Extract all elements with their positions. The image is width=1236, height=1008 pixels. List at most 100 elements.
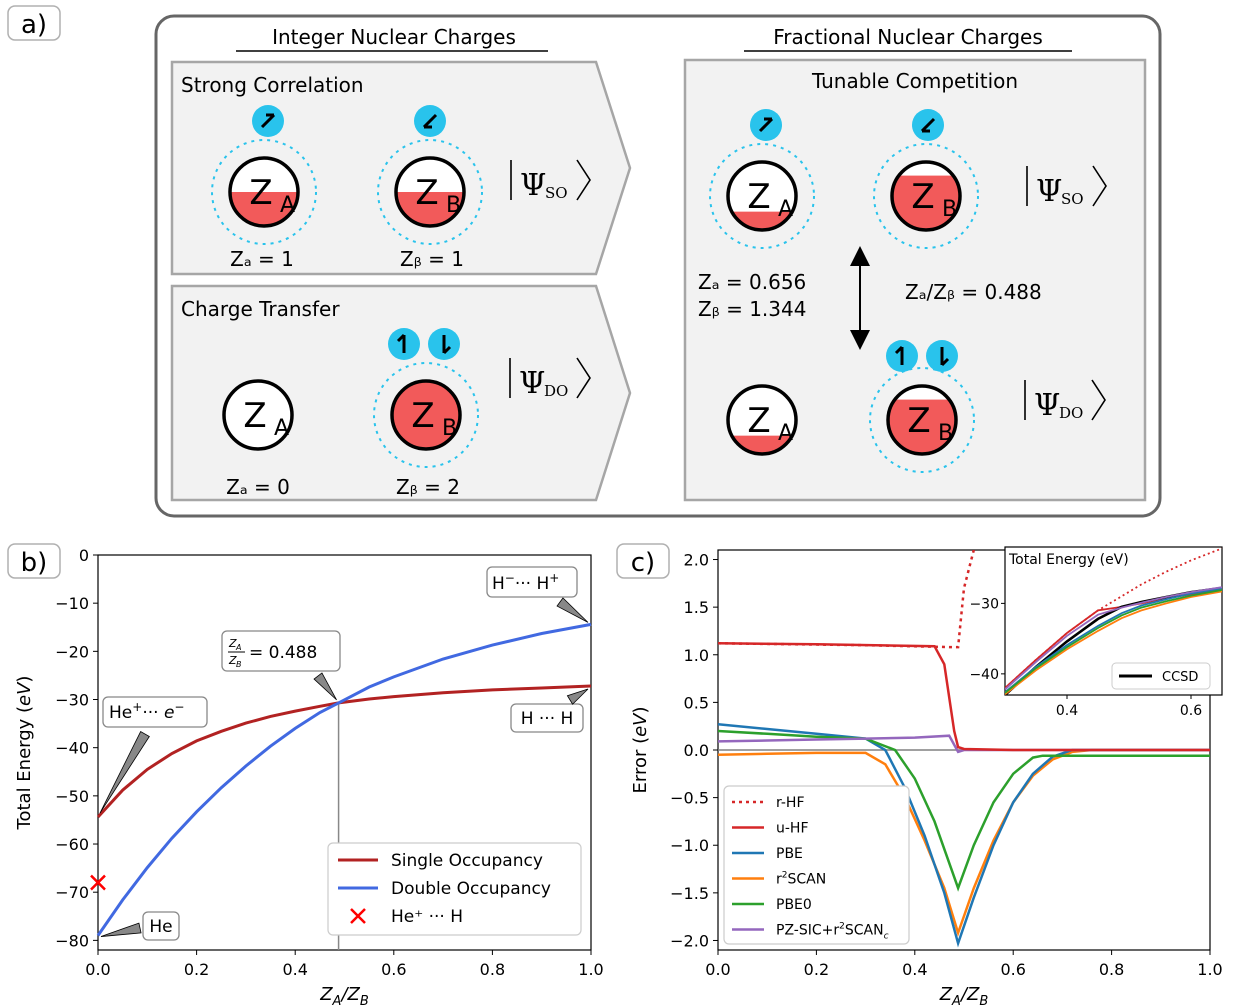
orbital-ring — [709, 143, 815, 249]
series-single-occupancy — [96, 684, 592, 819]
nucleus-label: Z — [911, 177, 934, 217]
svg-text:DO: DO — [1059, 404, 1083, 422]
y-tick-label: −40 — [55, 739, 89, 758]
legend-label: Single Occupancy — [391, 851, 543, 871]
svg-text:Ψ: Ψ — [519, 366, 545, 401]
spin-down-icon — [422, 113, 438, 129]
y-tick-label: −1.0 — [670, 836, 709, 855]
x-tick-label: 0.6 — [381, 960, 406, 979]
inset-x-tick-label: 0.6 — [1180, 703, 1202, 719]
inset-legend-label: CCSD — [1162, 670, 1198, 685]
nucleus-label: Z — [243, 396, 266, 436]
nucleus-label: Z — [747, 177, 770, 217]
y-tick-label: −2.0 — [670, 931, 709, 950]
y-tick-label: −1.5 — [670, 884, 709, 903]
x-tick-label: 0.0 — [85, 960, 110, 979]
svg-text:DO: DO — [544, 382, 568, 400]
chart-c-inset: Total Energy (eV) 0.4 0.6 −30 −40 CCSD — [969, 546, 1223, 719]
x-tick-label: 0.8 — [480, 960, 505, 979]
panel-a: a) Integer Nuclear Charges Fractional Nu… — [7, 5, 1162, 518]
annotation-ratio: Z AZ B= 0.488 — [228, 637, 317, 669]
orbital-ring — [211, 139, 317, 245]
nucleus-label: Z — [907, 401, 930, 441]
y-tick-label: 1.0 — [684, 646, 709, 665]
nucleus-outline — [886, 384, 958, 456]
inset-legend-frame — [1111, 662, 1211, 690]
annotation-arrow — [100, 922, 142, 937]
nucleus-label: Z — [747, 401, 770, 441]
y-axis-label: Total Energy (eV) — [14, 676, 35, 831]
y-tick-label: −10 — [55, 594, 89, 613]
nucleus-label: Z — [249, 173, 272, 213]
frac-za-label: Zₐ = 0.656 — [698, 270, 806, 294]
chart-c: 0.0 0.2 0.4 0.6 0.8 1.0 2.0 1.5 1.0 0.5 0.0 −0.5 −1.… — [630, 546, 1223, 1008]
chart-b: 0.0 0.2 0.4 0.6 0.8 1.0 0 −10 −20 −30 −40 −50 −60 −70… — [14, 546, 604, 1008]
chart-c-series — [718, 550, 1210, 948]
x-tick-label: 0.2 — [804, 960, 829, 979]
nuclear-charge-fill — [392, 381, 460, 449]
legend-label: r-HF — [776, 795, 805, 811]
nucleus-outline — [726, 160, 798, 232]
legend-frame — [723, 785, 910, 945]
chart-c-legend: r-HF u-HF PBE r2SCAN PBE0 PZ-SIC+r2SCANc — [723, 785, 910, 945]
legend-frame — [327, 842, 582, 936]
panel-c-label-box — [616, 543, 670, 579]
annotation-box — [486, 566, 578, 598]
nucleus-outline — [394, 156, 466, 228]
nucleus-subscript: A — [778, 421, 793, 446]
svg-text:Ψ: Ψ — [1036, 174, 1062, 209]
box-strong-title: Strong Correlation — [181, 73, 364, 97]
spin-up-icon — [260, 113, 276, 129]
heading-integer: Integer Nuclear Charges — [272, 25, 516, 49]
svg-text:B: B — [236, 660, 242, 669]
panel-c: c) 0.0 0.2 0.4 0.6 0.8 1.0 2.0 1.5 1.0 0.5 0.0 −0.5… — [616, 543, 1223, 1008]
ket-do-integer: Ψ DO — [509, 357, 591, 401]
inset-title: Total Energy (eV) — [1008, 552, 1129, 568]
legend-label: PZ-SIC+r2SCANc — [776, 922, 889, 942]
y-tick-label: 0 — [79, 546, 89, 565]
legend-marker — [350, 908, 366, 924]
strong-zb-label: Zᵦ = 1 — [400, 247, 464, 271]
inset-series-pbe — [1005, 587, 1222, 693]
annotation-box — [510, 703, 584, 733]
y-tick-label: −60 — [55, 835, 89, 854]
frac-zb-label: Zᵦ = 1.344 — [698, 297, 806, 321]
svg-text:A: A — [235, 643, 241, 652]
nucleus-background — [224, 381, 292, 449]
annotation-arrow — [313, 672, 337, 701]
box-strong-correlation — [170, 60, 632, 276]
x-tick-label: 0.4 — [282, 960, 307, 979]
annotation-arrow — [556, 597, 589, 623]
nucleus-subscript: B — [446, 193, 461, 218]
ket-do-fractional: Ψ DO — [1024, 379, 1106, 423]
ket-so-integer: Ψ SO — [510, 159, 591, 203]
x-tick-label: 0.8 — [1099, 960, 1124, 979]
x-tick-label: 0.4 — [902, 960, 927, 979]
nucleus-label: Z — [411, 396, 434, 436]
legend-label: PBE — [776, 846, 803, 862]
legend-label: u-HF — [776, 821, 809, 837]
legend-label: He⁺ ··· H — [391, 907, 463, 927]
inset-series — [1005, 547, 1222, 695]
annotation-box — [102, 696, 208, 728]
nucleus-subscript: B — [442, 416, 457, 441]
annotation-ratio-value: = 0.488 — [249, 643, 317, 663]
nucleus-label: Z — [415, 173, 438, 213]
annotation-h-h: H ··· H — [521, 709, 574, 729]
annotation-h-minus: H−··· H+ — [492, 571, 559, 594]
y-tick-label: 2.0 — [684, 551, 709, 570]
panel-b-label-box — [7, 543, 61, 579]
orbital-ring — [373, 362, 479, 468]
y-tick-label: −30 — [55, 691, 89, 710]
ket-so-fractional: Ψ SO — [1026, 165, 1107, 209]
series-r-scan — [718, 748, 1210, 937]
inset-y-tick-label: −30 — [969, 596, 999, 612]
y-tick-label: 0.5 — [684, 693, 709, 712]
orbital-ring — [873, 143, 979, 249]
x-tick-label: 0.6 — [1000, 960, 1025, 979]
ct-zb-label: Zᵦ = 2 — [396, 475, 460, 499]
svg-text:SO: SO — [1061, 190, 1084, 208]
